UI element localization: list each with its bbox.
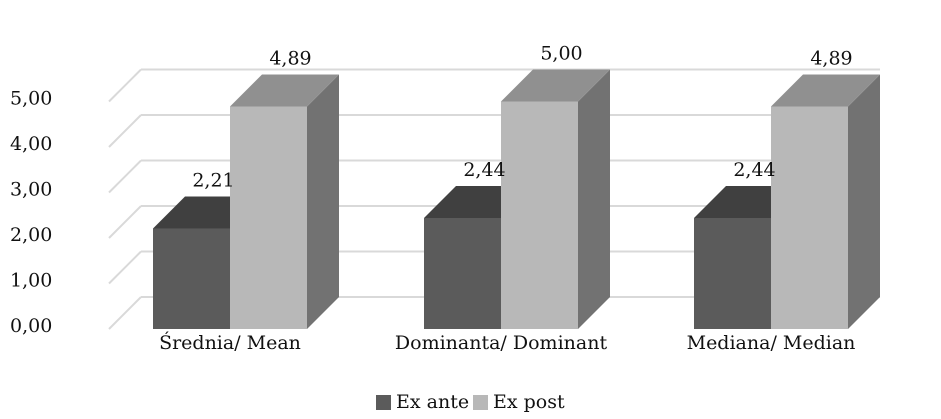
bar-front-face [424,217,501,329]
category-label: Średnia/ Mean [159,331,301,354]
category-label: Dominanta/ Dominant [395,332,608,354]
y-tick-label: 4,00 [10,133,52,155]
bar-ex-post-0 [230,74,339,329]
bar-top-face [230,74,339,107]
y-tick-label: 3,00 [10,179,52,201]
bar-front-face [694,217,771,329]
category-label: Mediana/ Median [687,332,856,354]
legend-entry-ex-ante: Ex ante [376,391,469,413]
data-label: 2,44 [733,159,775,181]
gridline-diagonal-4 [108,114,142,148]
gridline-diagonal-0 [108,296,142,330]
y-axis-ticks: 0,00 1,00 2,00 3,00 4,00 5,00 [10,88,52,338]
bar-front-face [153,228,230,329]
bar-ex-post-2 [771,74,880,329]
y-tick-label: 2,00 [10,224,52,246]
data-label: 5,00 [540,43,582,65]
data-labels: 2,21 4,89 2,44 5,00 2,44 4,89 [192,43,852,192]
bar-front-face [501,101,578,329]
bar-side-face [578,69,610,329]
data-label: 2,44 [463,159,505,181]
bar-top-face [501,69,610,102]
legend-entry-ex-post: Ex post [473,391,565,413]
legend-label: Ex ante [396,391,469,413]
data-label: 2,21 [192,169,234,191]
y-tick-label: 1,00 [10,270,52,292]
legend-label: Ex post [493,391,565,413]
legend: Ex ante Ex post [376,391,565,413]
y-tick-label: 5,00 [10,88,52,110]
category-labels: Średnia/ Mean Dominanta/ Dominant Mediana/… [159,331,855,354]
bar-top-face [771,74,880,107]
bars [153,69,880,329]
legend-swatch [473,395,488,410]
gridline-diagonal-2 [108,205,142,239]
gridline-diagonal-1 [108,250,142,285]
legend-swatch [376,395,391,410]
bar-front-face [771,106,848,329]
gridline-diagonal-3 [108,159,142,194]
bar-side-face [307,74,339,329]
data-label: 4,89 [810,48,852,70]
gridline-diagonal-5 [108,68,142,103]
bar-front-face [230,106,307,329]
data-label: 4,89 [269,48,311,70]
bar-side-face [848,74,880,329]
bar-ex-post-1 [501,69,610,329]
y-tick-label: 0,00 [10,315,52,337]
